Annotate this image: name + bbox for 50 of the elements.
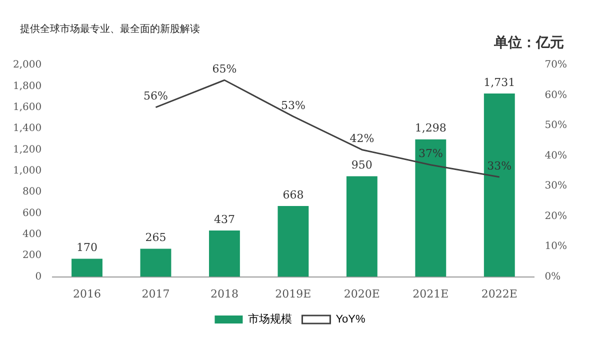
y-tick-label: 1,200 xyxy=(12,144,42,156)
data-label: 1,731 xyxy=(484,76,516,89)
legend-label: 市场规模 xyxy=(248,312,292,326)
x-tick-label: 2016 xyxy=(72,287,101,300)
bar xyxy=(278,206,309,277)
data-label: 950 xyxy=(351,158,372,172)
bar xyxy=(415,139,446,277)
data-label: 56% xyxy=(144,90,168,103)
y2-tick-label: 40% xyxy=(544,150,568,162)
data-label: 65% xyxy=(212,62,237,76)
x-tick-label: 2019E xyxy=(275,287,312,300)
y-tick-label: 200 xyxy=(22,250,42,262)
y-tick-label: 600 xyxy=(22,208,42,219)
y2-tick-label: 20% xyxy=(544,210,568,222)
data-label: 53% xyxy=(280,98,306,112)
bar xyxy=(209,230,240,277)
data-label: 1,298 xyxy=(414,122,446,135)
x-tick-label: 2020E xyxy=(344,287,380,300)
bar xyxy=(346,176,378,277)
x-tick-label: 2018 xyxy=(210,287,238,300)
text: 单位：亿元 xyxy=(494,34,564,52)
y-tick-label: 1,000 xyxy=(12,165,42,176)
x-tick-label: 2017 xyxy=(142,287,170,300)
bar xyxy=(140,248,172,277)
y-tick-label: 2,000 xyxy=(12,60,42,71)
x-tick-label: 2022E xyxy=(481,287,518,300)
y2-tick-label: 10% xyxy=(544,241,568,252)
y-tick-label: 0 xyxy=(35,271,42,282)
y2-tick-label: 60% xyxy=(544,90,568,101)
y2-tick-label: 0% xyxy=(544,271,561,282)
y-tick-label: 1,800 xyxy=(12,80,42,92)
data-label: 265 xyxy=(145,231,166,244)
data-label: 42% xyxy=(350,132,374,146)
y-tick-label: 800 xyxy=(22,186,42,198)
data-label: 37% xyxy=(418,147,443,160)
chart-subtitle: 提供全球市场最专业、最全面的新股解读 xyxy=(20,22,200,36)
y2-tick-label: 30% xyxy=(544,180,568,192)
bar xyxy=(72,258,102,277)
y2-tick-label: 50% xyxy=(544,120,568,132)
data-label: 170 xyxy=(76,241,98,254)
y-tick-label: 1,600 xyxy=(12,102,42,113)
legend-label: YoY% xyxy=(336,314,366,326)
bar xyxy=(484,93,515,277)
data-label: 437 xyxy=(214,212,235,226)
y2-tick-label: 70% xyxy=(544,60,568,71)
y-tick-label: 1,400 xyxy=(12,123,42,134)
data-label: 668 xyxy=(282,188,304,202)
data-label: 33% xyxy=(487,159,512,172)
y-tick-label: 400 xyxy=(22,229,42,240)
x-tick-label: 2021E xyxy=(412,287,449,300)
